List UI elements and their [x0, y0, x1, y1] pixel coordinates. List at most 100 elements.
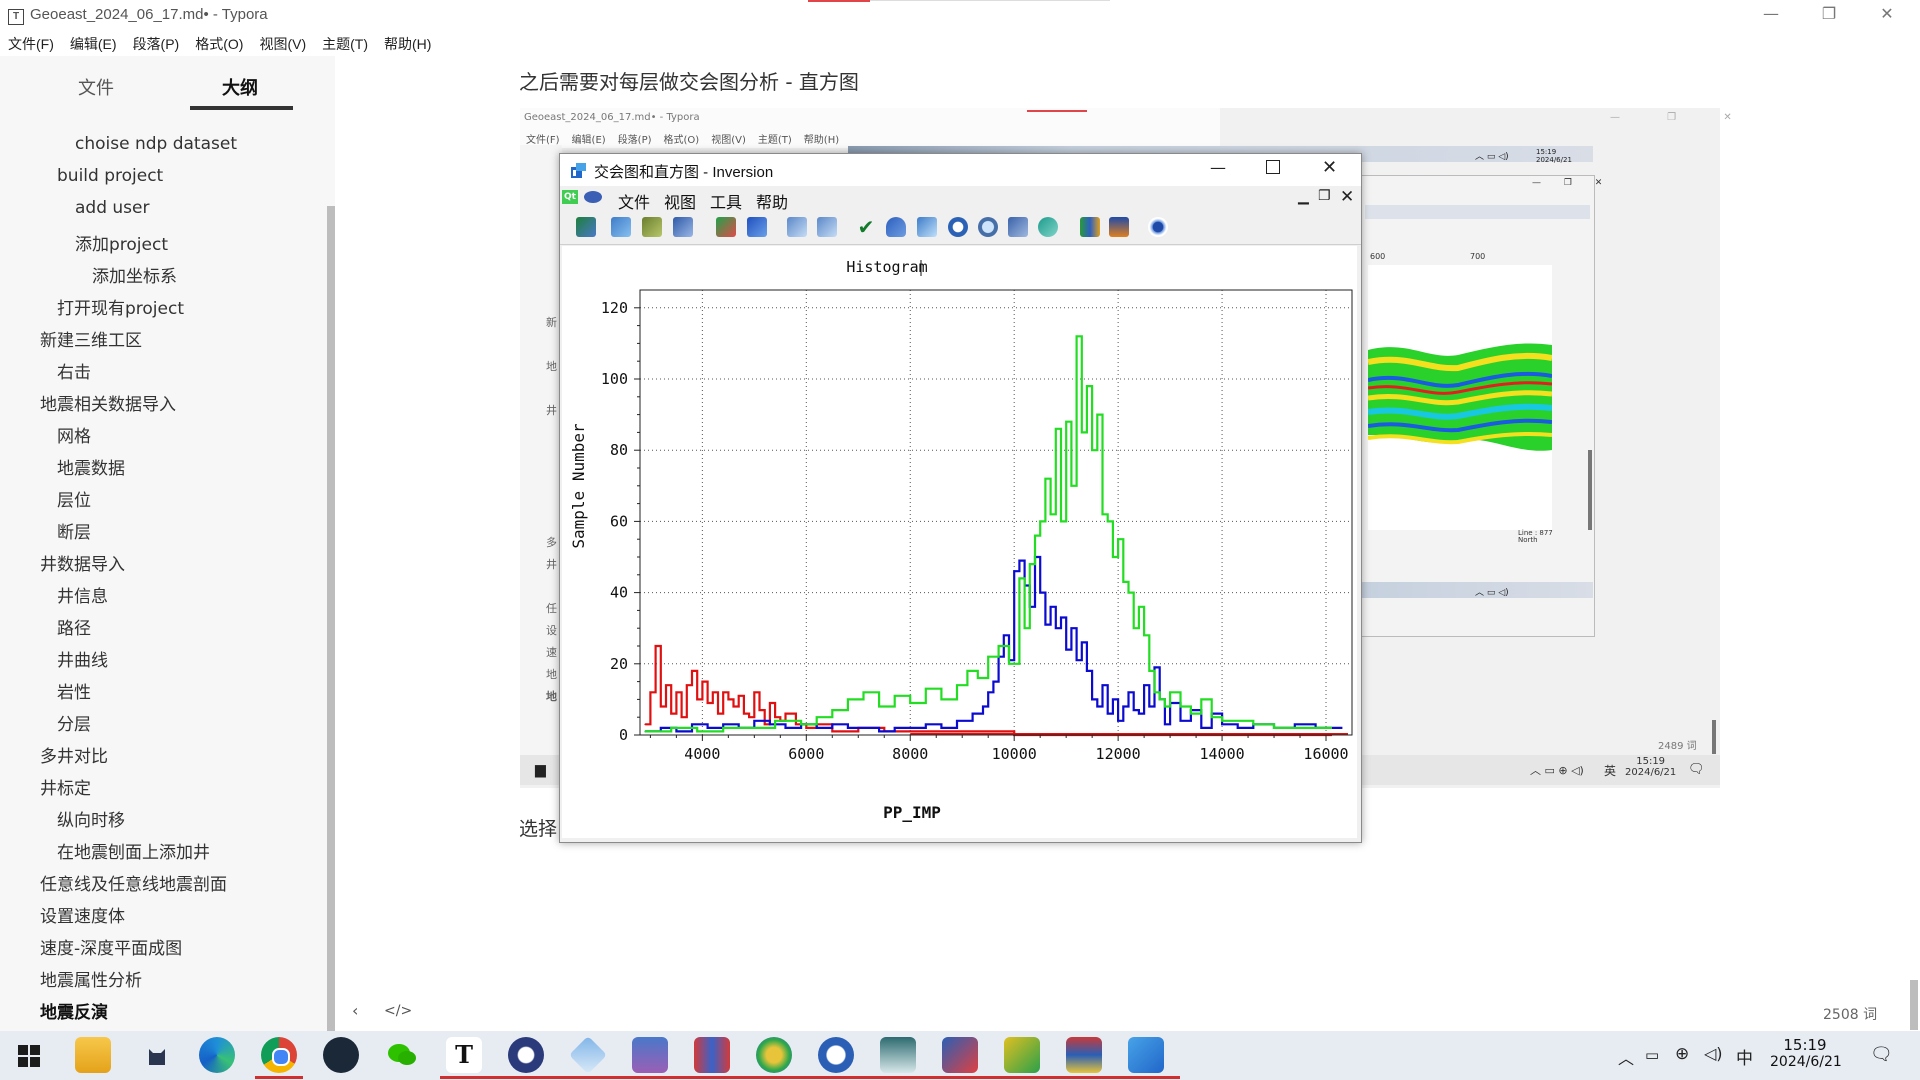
file-explorer-icon[interactable] — [75, 1037, 111, 1073]
window-app-icon[interactable] — [880, 1037, 916, 1073]
start-icon[interactable] — [18, 1045, 40, 1071]
outline-item[interactable]: add user — [75, 198, 150, 218]
outline-item[interactable]: 岩性 — [57, 683, 91, 703]
tab-outline[interactable]: 大纲 — [222, 78, 258, 99]
outline-item[interactable]: 网格 — [57, 427, 91, 447]
outline-item[interactable]: 多井对比 — [40, 747, 108, 767]
select-region-icon[interactable] — [917, 217, 937, 237]
outline-item[interactable]: 速度-深度平面成图 — [40, 939, 183, 959]
steam-icon[interactable] — [323, 1037, 359, 1073]
chart-export-icon[interactable] — [642, 217, 662, 237]
chart-app-icon[interactable] — [942, 1037, 978, 1073]
info-target-icon[interactable] — [1148, 217, 1168, 237]
typora-icon[interactable]: T — [446, 1037, 482, 1073]
zoom-fit-icon[interactable] — [948, 217, 968, 237]
network-globe-icon[interactable]: ⊕ — [1675, 1044, 1690, 1064]
outline-item[interactable]: 设置速度体 — [40, 907, 125, 927]
check-icon[interactable]: ✔ — [857, 215, 875, 239]
emb-north-label: North — [1518, 536, 1538, 544]
tab-files[interactable]: 文件 — [78, 78, 114, 99]
menu-file[interactable]: 文件(F) — [8, 36, 54, 52]
sidebar-scrollbar[interactable] — [327, 206, 335, 1031]
outline-item[interactable]: 在地震刨面上添加井 — [57, 843, 210, 863]
doc-scrollbar[interactable] — [1910, 980, 1918, 1030]
inversion-app-taskbar-icon[interactable] — [1128, 1037, 1164, 1073]
histogram-icon[interactable] — [747, 217, 767, 237]
outline-item[interactable]: 层位 — [57, 491, 91, 511]
pointer-hand-icon[interactable] — [886, 217, 906, 237]
tray-chevron-icon[interactable]: ︿ — [1618, 1049, 1635, 1068]
outline-item[interactable]: 地震数据 — [57, 459, 125, 479]
outline-item[interactable]: 右击 — [57, 363, 91, 383]
outline-item[interactable]: 地震相关数据导入 — [40, 395, 176, 415]
layers-icon[interactable] — [787, 217, 807, 237]
print-icon[interactable] — [576, 217, 596, 237]
outline-item[interactable]: 井信息 — [57, 587, 108, 607]
cat-app-icon[interactable] — [139, 1037, 175, 1073]
colorbar-icon[interactable] — [1080, 217, 1100, 237]
inv-menu-help[interactable]: 帮助 — [756, 193, 789, 212]
menu-edit[interactable]: 编辑(E) — [69, 36, 117, 52]
refresh-icon[interactable] — [1038, 217, 1058, 237]
mdi-restore-icon[interactable]: ❐ — [1318, 188, 1331, 204]
mdi-close-icon[interactable]: ✕ — [1340, 187, 1355, 207]
bars-app-icon[interactable] — [694, 1037, 730, 1073]
crossplot-icon[interactable] — [716, 217, 736, 237]
outline-item[interactable]: 井曲线 — [57, 651, 108, 671]
menu-view[interactable]: 视图(V) — [259, 36, 307, 52]
diamond-app-icon[interactable] — [568, 1035, 608, 1075]
chrome-icon[interactable] — [261, 1037, 297, 1073]
menu-theme[interactable]: 主题(T) — [322, 36, 369, 52]
outline-item[interactable]: 地震属性分析 — [40, 971, 142, 991]
close-button[interactable]: ✕ — [1880, 4, 1894, 23]
green-app-icon[interactable] — [756, 1037, 792, 1073]
outline-item[interactable]: 断层 — [57, 523, 91, 543]
pen-icon[interactable] — [1008, 217, 1028, 237]
grid-icon[interactable] — [817, 217, 837, 237]
restore-button[interactable]: ❐ — [1821, 4, 1837, 23]
source-code-toggle-icon[interactable]: </> — [384, 1003, 413, 1019]
outline-item[interactable]: 添加坐标系 — [92, 267, 177, 287]
back-arrow-icon[interactable]: ‹ — [352, 1001, 359, 1020]
palette-icon[interactable] — [1109, 217, 1129, 237]
outline-item[interactable]: 新建三维工区 — [40, 331, 142, 351]
outline-item[interactable]: 添加project — [75, 235, 169, 255]
inversion-minimize-button[interactable]: — — [1210, 158, 1226, 177]
notification-icon[interactable]: 🗨 — [1870, 1044, 1893, 1065]
inv-menu-file[interactable]: 文件 — [618, 193, 651, 212]
castle-app-icon[interactable] — [632, 1037, 668, 1073]
clock[interactable]: 15:19 2024/6/21 — [1770, 1036, 1842, 1070]
minimize-button[interactable]: — — [1763, 4, 1779, 23]
menu-paragraph[interactable]: 段落(P) — [132, 36, 180, 52]
outline-item[interactable]: 纵向时移 — [57, 811, 125, 831]
ascii-export-icon[interactable] — [611, 217, 631, 237]
edge-icon[interactable] — [199, 1037, 235, 1073]
inv-menu-view[interactable]: 视图 — [664, 193, 697, 212]
battery-icon[interactable]: ▭ — [1645, 1046, 1660, 1064]
zoom-app-icon[interactable] — [818, 1037, 854, 1073]
image-export-icon[interactable] — [673, 217, 693, 237]
inversion-maximize-button[interactable] — [1266, 160, 1280, 174]
ime-indicator[interactable]: 中 — [1736, 1049, 1753, 1069]
menu-help[interactable]: 帮助(H) — [384, 36, 432, 52]
outline-item[interactable]: build project — [57, 166, 164, 186]
menu-format[interactable]: 格式(O) — [195, 36, 244, 52]
inv-menu-tools[interactable]: 工具 — [710, 193, 743, 212]
outline-item[interactable]: 路径 — [57, 619, 91, 639]
map-app-icon[interactable] — [1004, 1037, 1040, 1073]
outline-item[interactable]: 任意线及任意线地震剖面 — [40, 875, 227, 895]
layers-app-icon[interactable] — [1066, 1037, 1102, 1073]
outline-item[interactable]: 井标定 — [40, 779, 91, 799]
outline-item[interactable]: choise ndp dataset — [75, 134, 237, 154]
wechat-icon[interactable] — [384, 1037, 420, 1073]
zoom-icon[interactable] — [978, 217, 998, 237]
outline-item[interactable]: 打开现有project — [57, 299, 185, 319]
inversion-close-button[interactable]: ✕ — [1322, 157, 1338, 178]
outline-item[interactable]: 井数据导入 — [40, 555, 125, 575]
mdi-minimize-icon[interactable]: ▁ — [1298, 189, 1309, 205]
qt-icon: Qt — [562, 190, 578, 204]
outline-item[interactable]: 地震反演 — [40, 1003, 108, 1023]
geoeast-icon[interactable] — [508, 1037, 544, 1073]
volume-icon[interactable]: ◁) — [1704, 1044, 1723, 1063]
outline-item[interactable]: 分层 — [57, 715, 91, 735]
